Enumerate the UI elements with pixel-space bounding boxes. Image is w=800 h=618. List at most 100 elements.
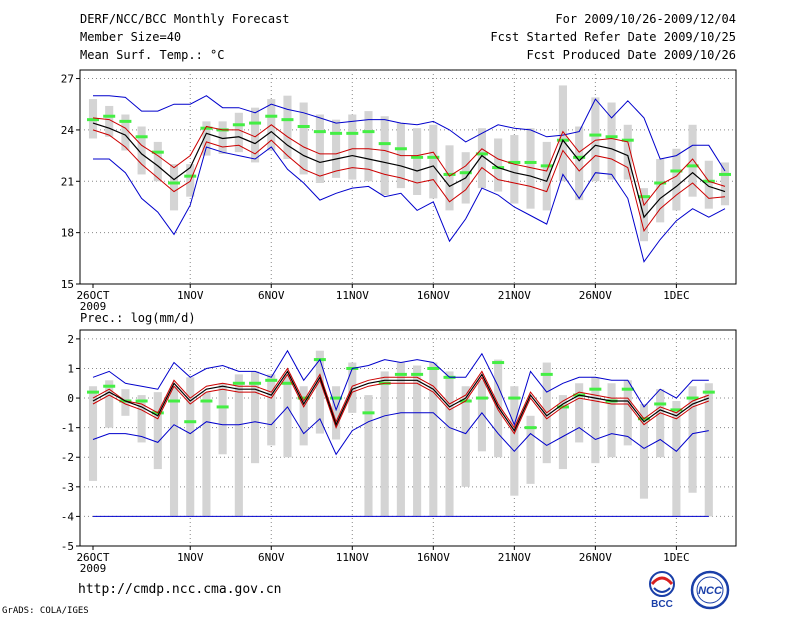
ensemble-range-bar [267,374,276,446]
ensemble-range-bar [186,377,195,517]
y-tick-label: -1 [61,422,74,435]
ensemble-range-bar [672,401,681,517]
ensemble-range-bar [445,371,454,517]
bcc-logo: BCC [640,570,684,614]
ensemble-range-bar [202,121,211,156]
y-tick-label: 1 [67,362,74,375]
series-line-mean [92,122,726,219]
ensemble-range-bar [688,124,697,197]
ensemble-range-bar [396,362,405,517]
ensemble-range-bar [558,395,567,470]
x-tick-label: 1DEC [663,289,690,302]
x-tick-label: 1NOV [177,551,204,564]
ensemble-range-bar [348,114,357,180]
x-tick-year-label: 2009 [80,300,107,313]
x-tick-label: 11NOV [336,289,369,302]
ensemble-range-bar [477,380,486,452]
ensemble-range-bar [251,371,260,464]
ensemble-range-bar [704,383,713,517]
ensemble-range-bar [656,159,665,223]
ensemble-range-bar [494,138,503,192]
y-tick-label: 18 [61,227,74,240]
ensemble-range-bar [169,164,179,211]
ensemble-range-bar [461,386,470,487]
ncc-logo-icon: NCC [690,570,730,610]
ensemble-range-bar [558,85,567,182]
plot-frame [79,329,737,547]
ensemble-range-bar [137,395,146,443]
ensemble-range-bar [591,97,600,182]
forecast-period: For 2009/10/26-2009/12/04 [555,12,736,26]
y-tick-label: -2 [61,451,74,464]
grads-credit: GrADS: COLA/IGES [2,606,89,616]
x-tick-label: 1NOV [177,289,204,302]
ensemble-range-bar [526,128,535,209]
ensemble-range-bar [429,124,438,199]
ensemble-range-bar [299,386,308,446]
series-line-upper [92,367,709,429]
ensemble-range-bar [510,386,519,496]
y-tick-label: -5 [61,540,74,553]
ensemble-range-bar [169,386,179,517]
x-tick-label: 21NOV [498,551,531,564]
bcc-logo-icon: BCC [649,571,675,610]
ensemble-range-bar [639,188,649,242]
ncc-logo-text: NCC [698,585,723,597]
series-line-min [92,406,709,456]
variable-label: Mean Surf. Temp.: °C [80,48,225,62]
y-tick-label: -3 [61,481,74,494]
forecast-start-date: Fcst Started Refer Date 2009/10/25 [490,30,736,44]
ensemble-range-bar [121,114,130,151]
x-tick-label: 11NOV [336,551,369,564]
ensemble-range-bar [332,386,341,440]
ensemble-range-bar [704,160,713,209]
series-line-mean [92,370,710,432]
ensemble-range-bar [510,135,519,204]
bcc-logo-text: BCC [651,599,673,610]
ensemble-range-bar [234,112,243,153]
ensemble-range-bar [299,102,308,175]
footer-url-link[interactable]: http://cmdp.ncc.cma.gov.cn [78,582,282,597]
x-tick-label: 1DEC [663,551,690,564]
ensemble-range-bar [218,383,227,455]
ensemble-range-bar [672,148,681,211]
y-tick-label: 15 [61,278,74,291]
ensemble-range-bar [380,371,389,517]
ensemble-range-bar [413,365,422,517]
ensemble-range-bar [607,102,616,180]
ensemble-range-bar [575,383,584,443]
ensemble-range-bar [607,383,616,458]
member-size-label: Member Size=40 [80,30,182,44]
ensemble-range-bar [429,362,438,517]
chart-title: DERF/NCC/BCC Monthly Forecast [80,12,290,26]
ensemble-range-bar [364,395,373,517]
ensemble-range-bar [153,141,162,182]
x-tick-label: 26NOV [579,289,612,302]
ensemble-range-bar [656,389,665,458]
x-tick-year-label: 2009 [80,562,107,575]
series-line-max [92,349,709,427]
ensemble-range-bar [591,377,600,464]
y-tick-label: 27 [61,73,74,86]
ensemble-range-bar [720,162,730,206]
ensemble-range-bar [477,128,486,189]
ensemble-range-bar [445,145,454,211]
forecast-produced-date: Fcst Produced Date 2009/10/26 [526,48,736,62]
series-line-max [93,95,726,172]
y-tick-label: 24 [61,124,75,137]
ensemble-range-bar [348,362,357,413]
ensemble-range-bar [137,126,146,175]
ensemble-range-bar [283,374,292,458]
x-tick-label: 26OCT [76,551,109,564]
x-tick-label: 16NOV [417,551,450,564]
ensemble-range-bar [88,386,98,481]
ncc-logo: NCC [686,570,734,614]
x-tick-label: 6NOV [258,551,285,564]
ensemble-range-bar [526,415,535,484]
y-tick-label: 21 [61,175,74,188]
ensemble-range-bar [639,403,649,499]
x-tick-label: 6NOV [258,289,285,302]
